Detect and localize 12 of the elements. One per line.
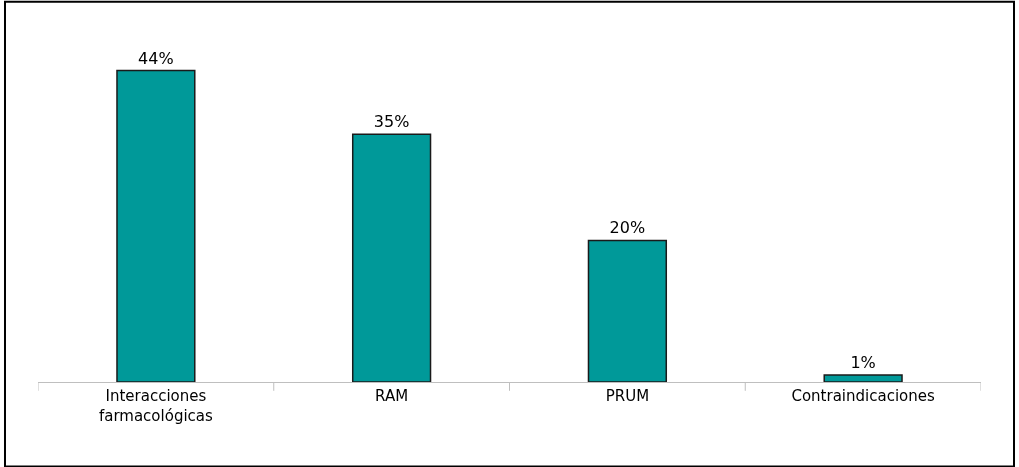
x-tick-label: PRUM xyxy=(605,387,650,405)
x-tick-label: Contraindicaciones xyxy=(791,387,935,405)
data-label: 1% xyxy=(850,352,876,372)
x-tick-label: RAM xyxy=(375,387,409,405)
x-tick-label: Interacciones farmacológicas xyxy=(98,387,213,425)
data-label: 44% xyxy=(138,48,174,68)
bar xyxy=(587,239,668,382)
data-label: 20% xyxy=(609,218,646,238)
data-label: 35% xyxy=(373,112,410,132)
bar xyxy=(351,133,432,382)
bar xyxy=(116,69,196,382)
bar xyxy=(823,374,903,382)
